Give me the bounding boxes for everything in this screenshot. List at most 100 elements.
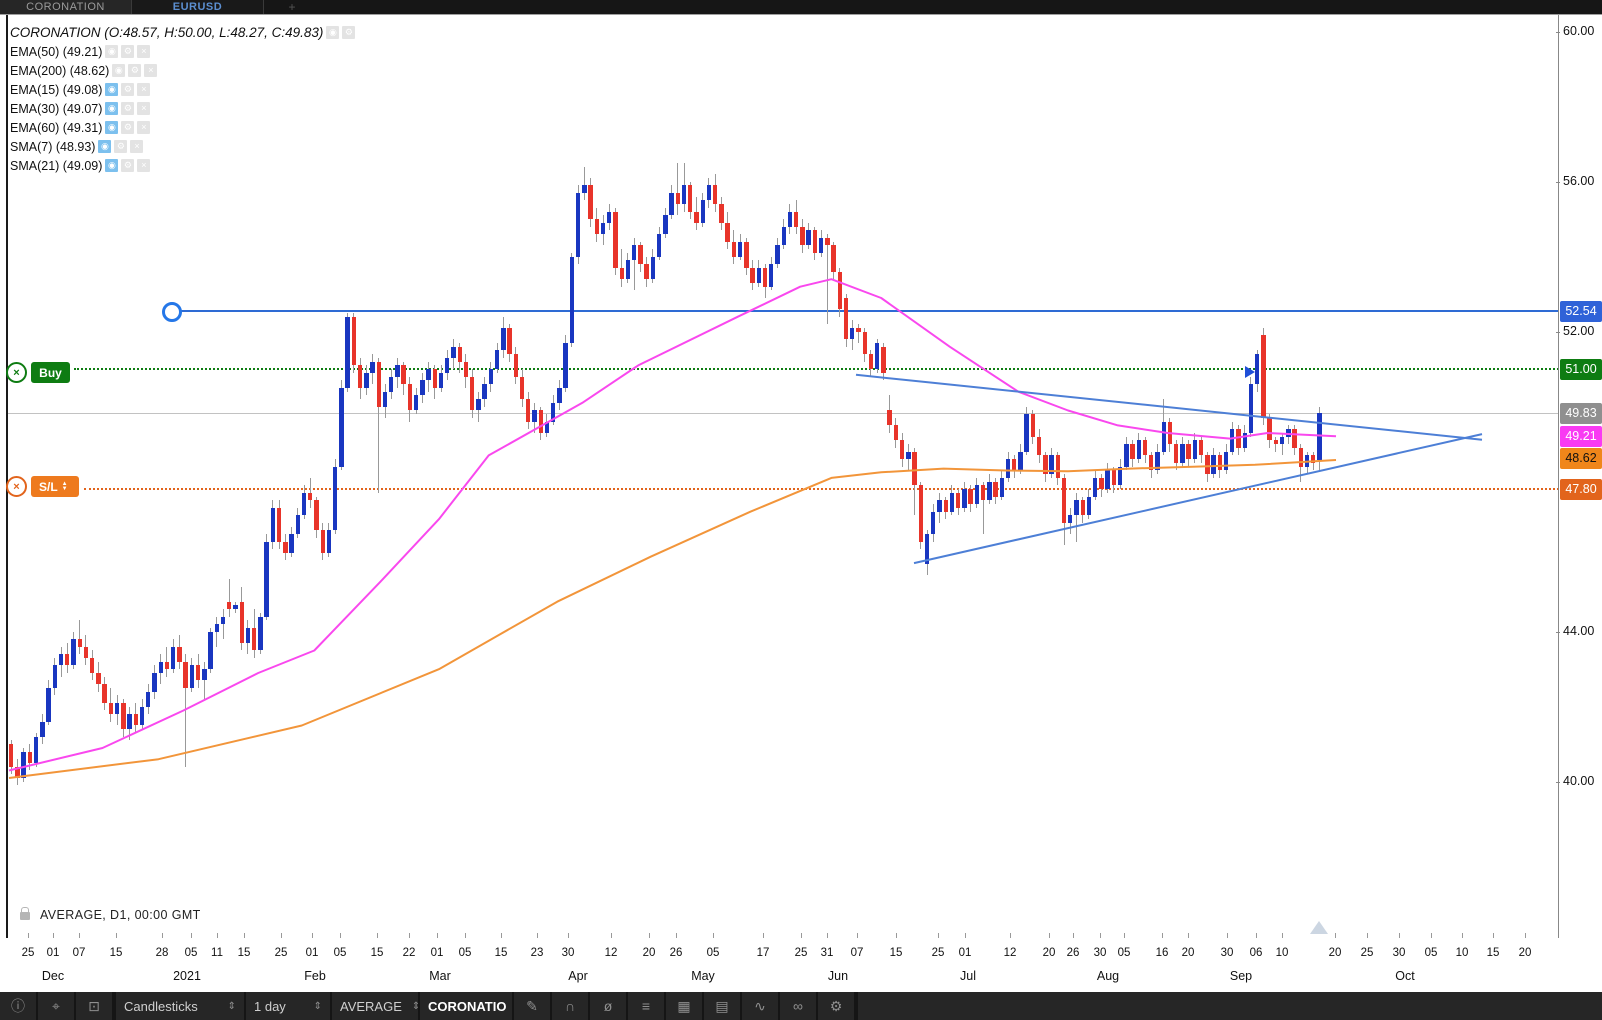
eye-icon[interactable]: ◉ xyxy=(326,26,340,39)
level-line-drag-handle[interactable] xyxy=(162,302,182,322)
price-level-line-52.54[interactable] xyxy=(173,310,1558,313)
tab-coronation[interactable]: CORONATION xyxy=(0,0,132,14)
gear-icon[interactable]: ⚙ xyxy=(121,159,135,172)
remove-icon[interactable]: × xyxy=(137,159,151,172)
date-tick-mark xyxy=(1049,933,1050,938)
candle xyxy=(463,361,469,377)
mode-select[interactable]: AVERAGE ⇕ xyxy=(332,992,420,1020)
price-level-line-49.83[interactable] xyxy=(8,412,1558,414)
candle xyxy=(1242,432,1247,448)
candle xyxy=(881,346,886,373)
eye-icon[interactable]: ◉ xyxy=(105,102,119,115)
chart-plot-area[interactable]: CORONATION (O:48.57, H:50.00, L:48.27, C… xyxy=(0,15,1559,938)
time-axis[interactable]: 25 01 07 15 28 05 11 15 25 01 05 15 22 01 05 15 23 30 12 20… xyxy=(0,921,1602,992)
date-tick-mark xyxy=(857,933,858,938)
eye-icon[interactable]: ◉ xyxy=(105,45,119,58)
date-tick-mark xyxy=(1282,933,1283,938)
crop-icon[interactable]: ⊡ xyxy=(76,992,112,1020)
line-chart-icon[interactable]: ∿ xyxy=(742,992,778,1020)
candle xyxy=(507,327,512,355)
eye-icon[interactable]: ◉ xyxy=(105,83,119,96)
magnet-icon[interactable]: ∩ xyxy=(552,992,588,1020)
candle xyxy=(1267,417,1272,441)
candle xyxy=(1261,335,1266,418)
date-tick-label: 06 xyxy=(1249,947,1263,959)
gear-icon[interactable]: ⚙ xyxy=(128,64,142,77)
interval-select[interactable]: 1 day ⇕ xyxy=(246,992,330,1020)
gear-icon[interactable]: ⚙ xyxy=(121,45,135,58)
gear-icon[interactable]: ⚙ xyxy=(121,102,135,115)
gear-icon[interactable]: ⚙ xyxy=(342,26,356,39)
candle xyxy=(1304,455,1310,467)
indicator-list-icon[interactable]: ≡ xyxy=(628,992,664,1020)
sl-close-button[interactable]: × xyxy=(6,476,27,497)
date-tick-mark xyxy=(801,933,802,938)
info-icon[interactable]: ⓘ xyxy=(0,992,36,1020)
date-tick-label: 01 xyxy=(430,947,444,959)
candle xyxy=(314,500,319,531)
candle-wick xyxy=(583,166,585,201)
indicator-row: EMA(60) (49.31) ◉ ⚙ × xyxy=(10,118,355,137)
timeline-position-marker[interactable] xyxy=(1310,921,1328,934)
add-tab-button[interactable]: + xyxy=(288,0,296,14)
compare-pages-icon[interactable]: ▤ xyxy=(704,992,740,1020)
buy-close-button[interactable]: × xyxy=(6,362,27,383)
candle xyxy=(65,654,70,666)
gear-icon[interactable]: ⚙ xyxy=(121,83,135,96)
remove-icon[interactable]: × xyxy=(137,45,151,58)
candle xyxy=(301,492,307,516)
tab-eurusd[interactable]: EURUSD xyxy=(132,0,264,14)
eye-icon[interactable]: ◉ xyxy=(105,159,119,172)
date-tick-label: 01 xyxy=(305,947,319,959)
candle xyxy=(1074,500,1079,516)
date-tick-label: 05 xyxy=(333,947,347,959)
buy-order-badge[interactable]: Buy xyxy=(31,362,70,383)
date-tick-mark xyxy=(1399,933,1400,938)
eye-icon[interactable]: ◉ xyxy=(98,140,112,153)
price-badge-52.54: 52.54 xyxy=(1560,300,1602,322)
date-tick-mark xyxy=(1073,933,1074,938)
grid-layout-icon[interactable]: ▦ xyxy=(666,992,702,1020)
crosshair-icon[interactable]: ⌖ xyxy=(38,992,74,1020)
candle xyxy=(551,402,556,422)
date-tick-label: 20 xyxy=(1518,947,1532,959)
chart-type-select[interactable]: Candlesticks ⇕ xyxy=(116,992,244,1020)
candle-wick xyxy=(228,579,230,617)
gear-icon[interactable]: ⚙ xyxy=(114,140,128,153)
candle xyxy=(127,714,132,730)
candle xyxy=(949,492,955,512)
remove-icon[interactable]: × xyxy=(137,83,151,96)
price-level-line-47.8[interactable] xyxy=(84,488,1558,491)
gear-icon[interactable]: ⚙ xyxy=(121,121,135,134)
plot-left-border xyxy=(6,15,8,938)
settings-gear-icon[interactable]: ⚙ xyxy=(818,992,854,1020)
stop-loss-badge[interactable]: S/L ▲ ▼ xyxy=(31,476,79,497)
candle xyxy=(1180,444,1185,463)
eye-icon[interactable]: ◉ xyxy=(112,64,126,77)
remove-icon[interactable]: × xyxy=(137,121,151,134)
symbol-select[interactable]: CORONATIO ▴ xyxy=(420,992,522,1020)
eye-icon[interactable]: ◉ xyxy=(105,121,119,134)
remove-icon[interactable]: × xyxy=(130,140,144,153)
candle xyxy=(501,327,506,351)
candle xyxy=(931,511,936,535)
link-icon[interactable]: ∞ xyxy=(780,992,816,1020)
candle xyxy=(220,616,226,625)
candle xyxy=(924,534,930,565)
draw-pencil-icon[interactable]: ✎ xyxy=(514,992,550,1020)
remove-icon[interactable]: × xyxy=(144,64,158,77)
candle xyxy=(1217,455,1222,471)
chevron-updown-icon: ⇕ xyxy=(313,1000,322,1012)
remove-icon[interactable]: × xyxy=(137,102,151,115)
price-level-line-51[interactable] xyxy=(74,368,1558,371)
price-axis[interactable]: 60.00 56.00 52.00 44.00 40.00 52.54 51.00 49.83… xyxy=(1556,15,1602,938)
month-label: Dec xyxy=(41,969,65,983)
candle xyxy=(46,687,51,722)
candle xyxy=(644,264,649,280)
candle xyxy=(470,376,475,411)
candle xyxy=(276,507,282,542)
candle-wick xyxy=(222,609,224,640)
hide-drawings-icon[interactable]: ø xyxy=(590,992,626,1020)
chart-legend: CORONATION (O:48.57, H:50.00, L:48.27, C… xyxy=(10,23,356,175)
stop-loss-adjust-arrows[interactable]: ▲ ▼ xyxy=(61,480,68,492)
